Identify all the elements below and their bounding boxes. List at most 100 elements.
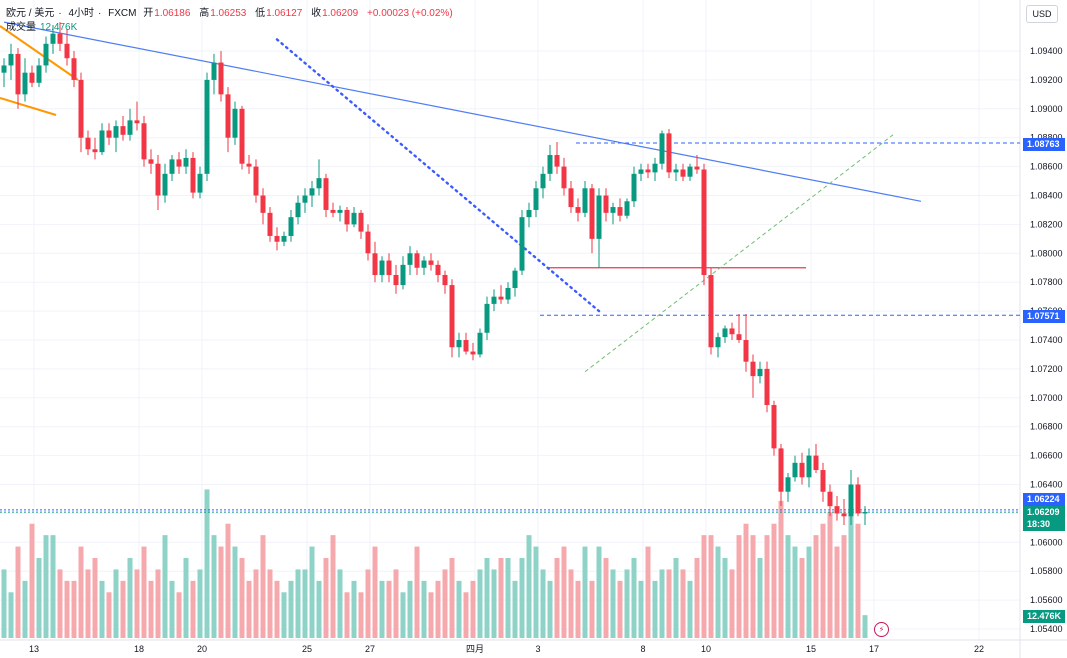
volume-bar: [169, 580, 175, 638]
volume-bar: [351, 580, 357, 638]
price-tag-last: 1.06209: [1023, 506, 1065, 519]
volume-label[interactable]: 成交量: [6, 22, 36, 33]
channel-line-lower: [0, 97, 57, 116]
volume-bar: [533, 546, 539, 638]
volume-bar: [421, 580, 427, 638]
volume-bar: [344, 592, 350, 638]
candle-body: [792, 462, 798, 478]
volume-bar: [281, 592, 287, 638]
volume-bar: [582, 546, 588, 638]
candle-body: [260, 195, 266, 213]
volume-bar: [617, 580, 623, 638]
currency-button[interactable]: USD: [1026, 5, 1058, 23]
candle-body: [162, 173, 168, 196]
volume-legend-value: 12.476K: [40, 22, 78, 33]
candle-body: [344, 209, 350, 225]
timeframe[interactable]: 4小时: [68, 8, 95, 19]
candle-body: [92, 149, 98, 153]
volume-bar: [722, 558, 728, 638]
volume-bar: [491, 569, 497, 638]
volume-bar: [841, 535, 847, 638]
volume-bar: [610, 569, 616, 638]
candle-body: [330, 209, 336, 213]
candle-body: [1, 65, 7, 73]
volume-bar: [596, 546, 602, 638]
volume-bar: [855, 523, 861, 638]
price-tick-label: 1.06800: [1030, 422, 1063, 432]
candle-body: [246, 163, 252, 167]
volume-bar: [253, 569, 259, 638]
price-tick-label: 1.08800: [1030, 133, 1063, 143]
volume-bar: [106, 592, 112, 638]
candle-body: [204, 79, 210, 174]
candle-body: [358, 212, 364, 232]
candle-body: [267, 212, 273, 236]
volume-bar: [764, 535, 770, 638]
candle-body: [169, 159, 175, 174]
volume-bar: [806, 546, 812, 638]
candle-body: [673, 169, 679, 173]
candle-body: [799, 462, 805, 478]
volume-bar: [799, 558, 805, 638]
volume-bar: [309, 546, 315, 638]
flash-icon[interactable]: ⚡: [874, 622, 889, 637]
candle-body: [848, 484, 854, 517]
close-label: 收: [311, 8, 322, 19]
volume-bar: [435, 580, 441, 638]
candle-body: [645, 169, 651, 173]
candle-body: [232, 108, 238, 138]
symbol-name[interactable]: 欧元 / 美元: [6, 8, 55, 19]
volume-bar: [750, 535, 756, 638]
candle-body: [785, 477, 791, 492]
volume-bar: [372, 546, 378, 638]
candle-body: [435, 264, 441, 275]
candle-body: [106, 130, 112, 138]
volume-bar: [232, 546, 238, 638]
volume-bar: [407, 580, 413, 638]
candle-body: [554, 155, 560, 167]
candle-body: [680, 169, 686, 177]
candle-body: [568, 188, 574, 208]
volume-bar: [225, 523, 231, 638]
volume-bar: [57, 569, 63, 638]
volume-bar: [792, 546, 798, 638]
volume-bar: [400, 592, 406, 638]
candle-body: [722, 328, 728, 338]
volume-bar: [162, 535, 168, 638]
volume-bar: [393, 569, 399, 638]
time-tick-label: 22: [974, 644, 984, 654]
low-label: 低: [255, 8, 266, 19]
candle-body: [22, 72, 28, 95]
candle-body: [176, 159, 182, 167]
candle-body: [582, 188, 588, 213]
open-value: 1.06186: [154, 8, 191, 19]
time-tick-label: 17: [869, 644, 879, 654]
close-value: 1.06209: [322, 8, 359, 19]
candle-body: [659, 133, 665, 164]
volume-bar: [414, 546, 420, 638]
candle-body: [771, 405, 777, 449]
time-axis: 13 18 20 25 27 四月 3 8 10 15 17 22: [29, 644, 984, 654]
volume-bar: [260, 535, 266, 638]
candle-body: [155, 163, 161, 196]
candle-body: [134, 120, 140, 124]
candle-body: [491, 296, 497, 304]
candle-body: [421, 260, 427, 268]
candle-body: [855, 484, 861, 514]
volume-bar: [288, 580, 294, 638]
volume-bar: [358, 592, 364, 638]
volume-bar: [267, 569, 273, 638]
candle-body: [484, 303, 490, 333]
volume-bar: [134, 569, 140, 638]
candle-body: [141, 123, 147, 160]
candle-body: [694, 166, 700, 170]
candle-body: [120, 126, 126, 135]
price-tick-label: 1.09400: [1030, 46, 1063, 56]
candle-body: [638, 169, 644, 174]
price-tick-label: 1.07800: [1030, 277, 1063, 287]
candle-body: [57, 33, 63, 44]
volume-bar: [43, 535, 49, 638]
volume-bar: [498, 558, 504, 638]
candle-body: [624, 201, 630, 216]
